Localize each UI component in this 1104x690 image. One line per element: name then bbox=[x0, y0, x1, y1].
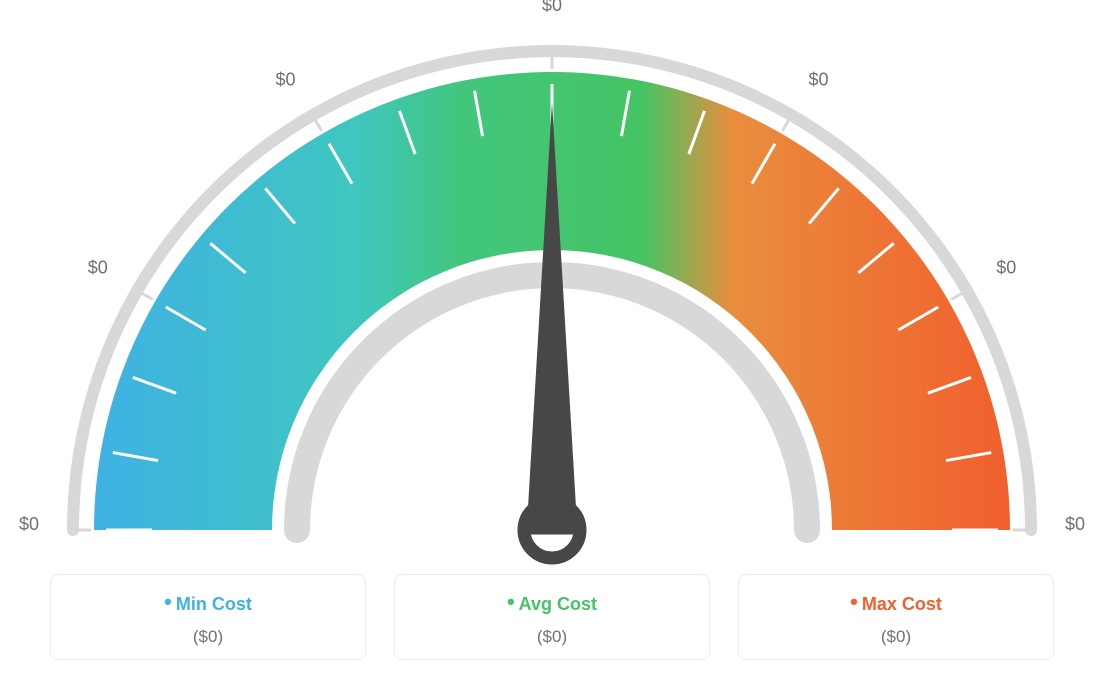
legend-card-avg: •Avg Cost ($0) bbox=[394, 574, 710, 660]
bullet-icon: • bbox=[164, 589, 172, 614]
legend-card-min: •Min Cost ($0) bbox=[50, 574, 366, 660]
gauge-label: $0 bbox=[275, 70, 295, 90]
legend-title-min: •Min Cost bbox=[61, 589, 355, 615]
legend-row: •Min Cost ($0) •Avg Cost ($0) •Max Cost … bbox=[50, 574, 1054, 660]
legend-label: Avg Cost bbox=[519, 594, 597, 614]
legend-label: Max Cost bbox=[862, 594, 942, 614]
gauge-label: $0 bbox=[19, 514, 39, 534]
gauge-label: $0 bbox=[1065, 514, 1085, 534]
legend-title-max: •Max Cost bbox=[749, 589, 1043, 615]
legend-label: Min Cost bbox=[176, 594, 252, 614]
legend-value-min: ($0) bbox=[61, 627, 355, 647]
gauge: $0 $0 $0 $0 $0 $0 $0 bbox=[0, 0, 1104, 565]
gauge-label: $0 bbox=[542, 0, 562, 15]
legend-card-max: •Max Cost ($0) bbox=[738, 574, 1054, 660]
gauge-svg: $0 $0 $0 $0 $0 $0 $0 bbox=[0, 0, 1104, 565]
gauge-chart-container: $0$0$0$0$0$0$0 •Min Cost ($0) •Avg Cost … bbox=[0, 0, 1104, 690]
legend-value-avg: ($0) bbox=[405, 627, 699, 647]
legend-value-max: ($0) bbox=[749, 627, 1043, 647]
gauge-label: $0 bbox=[996, 258, 1016, 278]
gauge-label: $0 bbox=[809, 70, 829, 90]
legend-title-avg: •Avg Cost bbox=[405, 589, 699, 615]
gauge-label: $0 bbox=[88, 258, 108, 278]
bullet-icon: • bbox=[507, 589, 515, 614]
bullet-icon: • bbox=[850, 589, 858, 614]
